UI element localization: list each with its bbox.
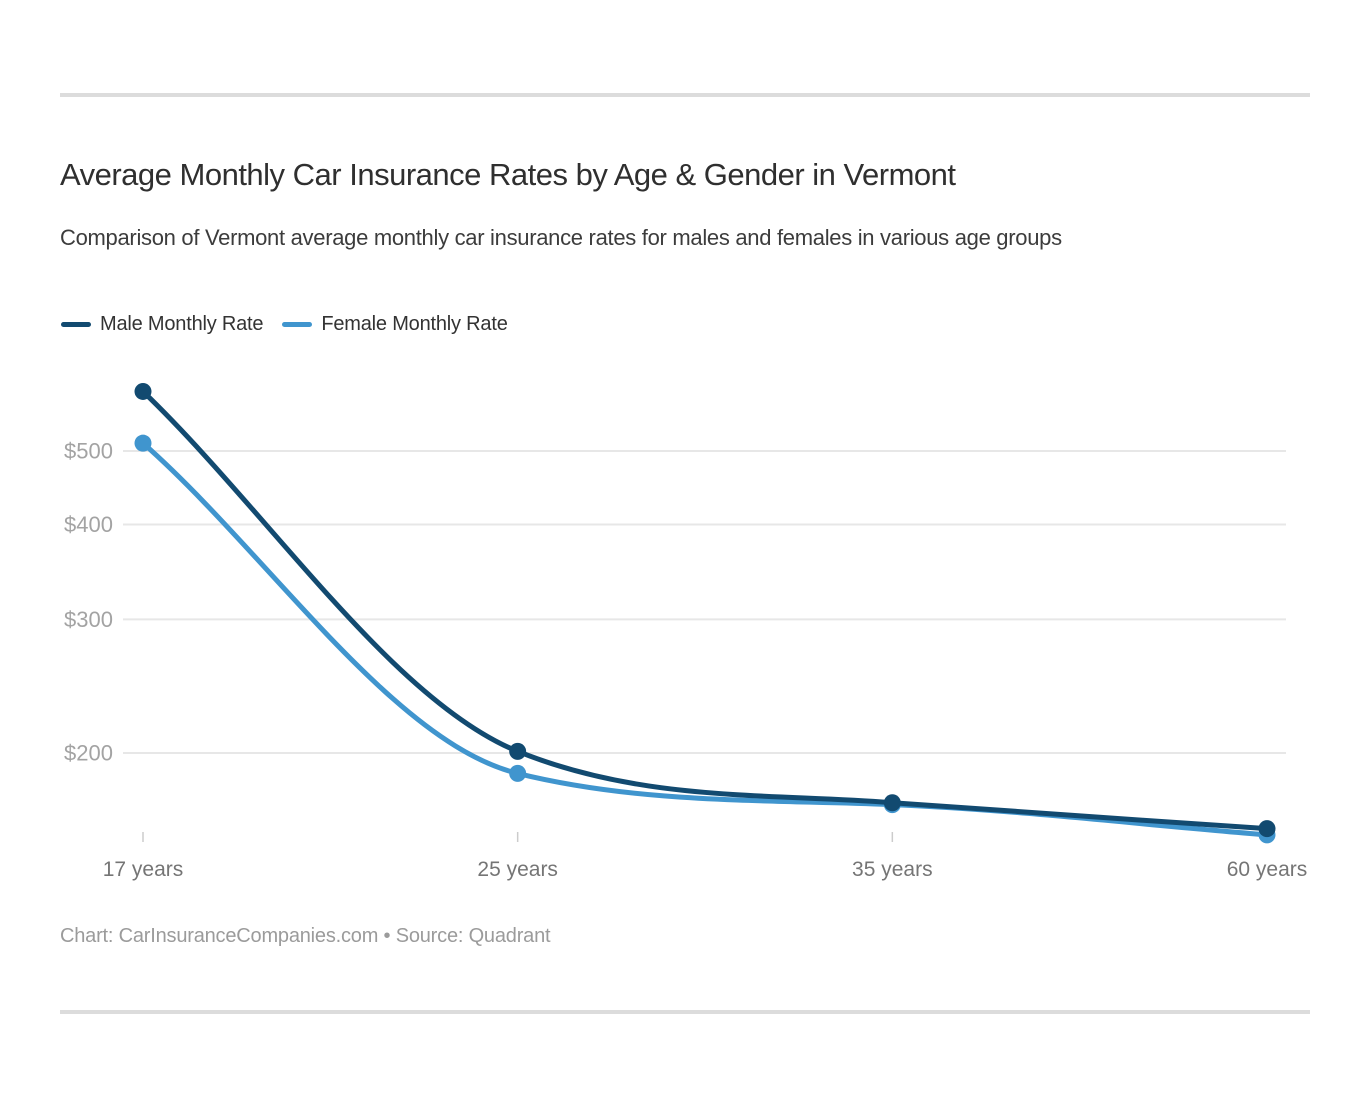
series-line-male-monthly-rate — [140, 388, 1270, 832]
x-axis-label-25-years: 25 years — [477, 858, 558, 881]
series-point-female-monthly-rate-17-years — [134, 434, 152, 452]
series-point-male-monthly-rate-25-years — [509, 742, 527, 760]
y-axis-label-400: $400 — [64, 512, 113, 537]
chart-attribution: Chart: CarInsuranceCompanies.com • Sourc… — [60, 925, 551, 947]
x-axis-label-35-years: 35 years — [852, 858, 933, 881]
x-axis-label-17-years: 17 years — [103, 858, 184, 881]
series-point-female-monthly-rate-25-years — [509, 764, 527, 782]
female-line-swatch-icon — [282, 322, 313, 327]
male-line-swatch-icon — [61, 322, 91, 327]
y-axis-label-200: $200 — [64, 741, 113, 766]
legend-item-male: Male Monthly Rate — [61, 313, 264, 336]
chart-subtitle: Comparison of Vermont average monthly ca… — [60, 225, 1062, 250]
series-line-female-monthly-rate — [140, 440, 1270, 838]
x-axis-label-60-years: 60 years — [1227, 858, 1308, 881]
legend-label-female: Female Monthly Rate — [321, 313, 508, 335]
y-axis-label-500: $500 — [64, 439, 113, 464]
y-axis-label-300: $300 — [64, 607, 113, 632]
chart-title: Average Monthly Car Insurance Rates by A… — [60, 157, 956, 192]
legend: Male Monthly Rate Female Monthly Rate — [61, 313, 508, 336]
legend-item-female: Female Monthly Rate — [282, 313, 508, 336]
top-divider — [60, 93, 1310, 97]
legend-label-male: Male Monthly Rate — [100, 313, 264, 335]
series-point-male-monthly-rate-35-years — [883, 794, 901, 812]
series-point-male-monthly-rate-17-years — [134, 382, 152, 400]
series-point-male-monthly-rate-60-years — [1258, 820, 1276, 838]
line-chart: $200 $300 $400 $500 17 years 25 years 35 years… — [64, 382, 1308, 881]
bottom-divider — [60, 1010, 1310, 1014]
